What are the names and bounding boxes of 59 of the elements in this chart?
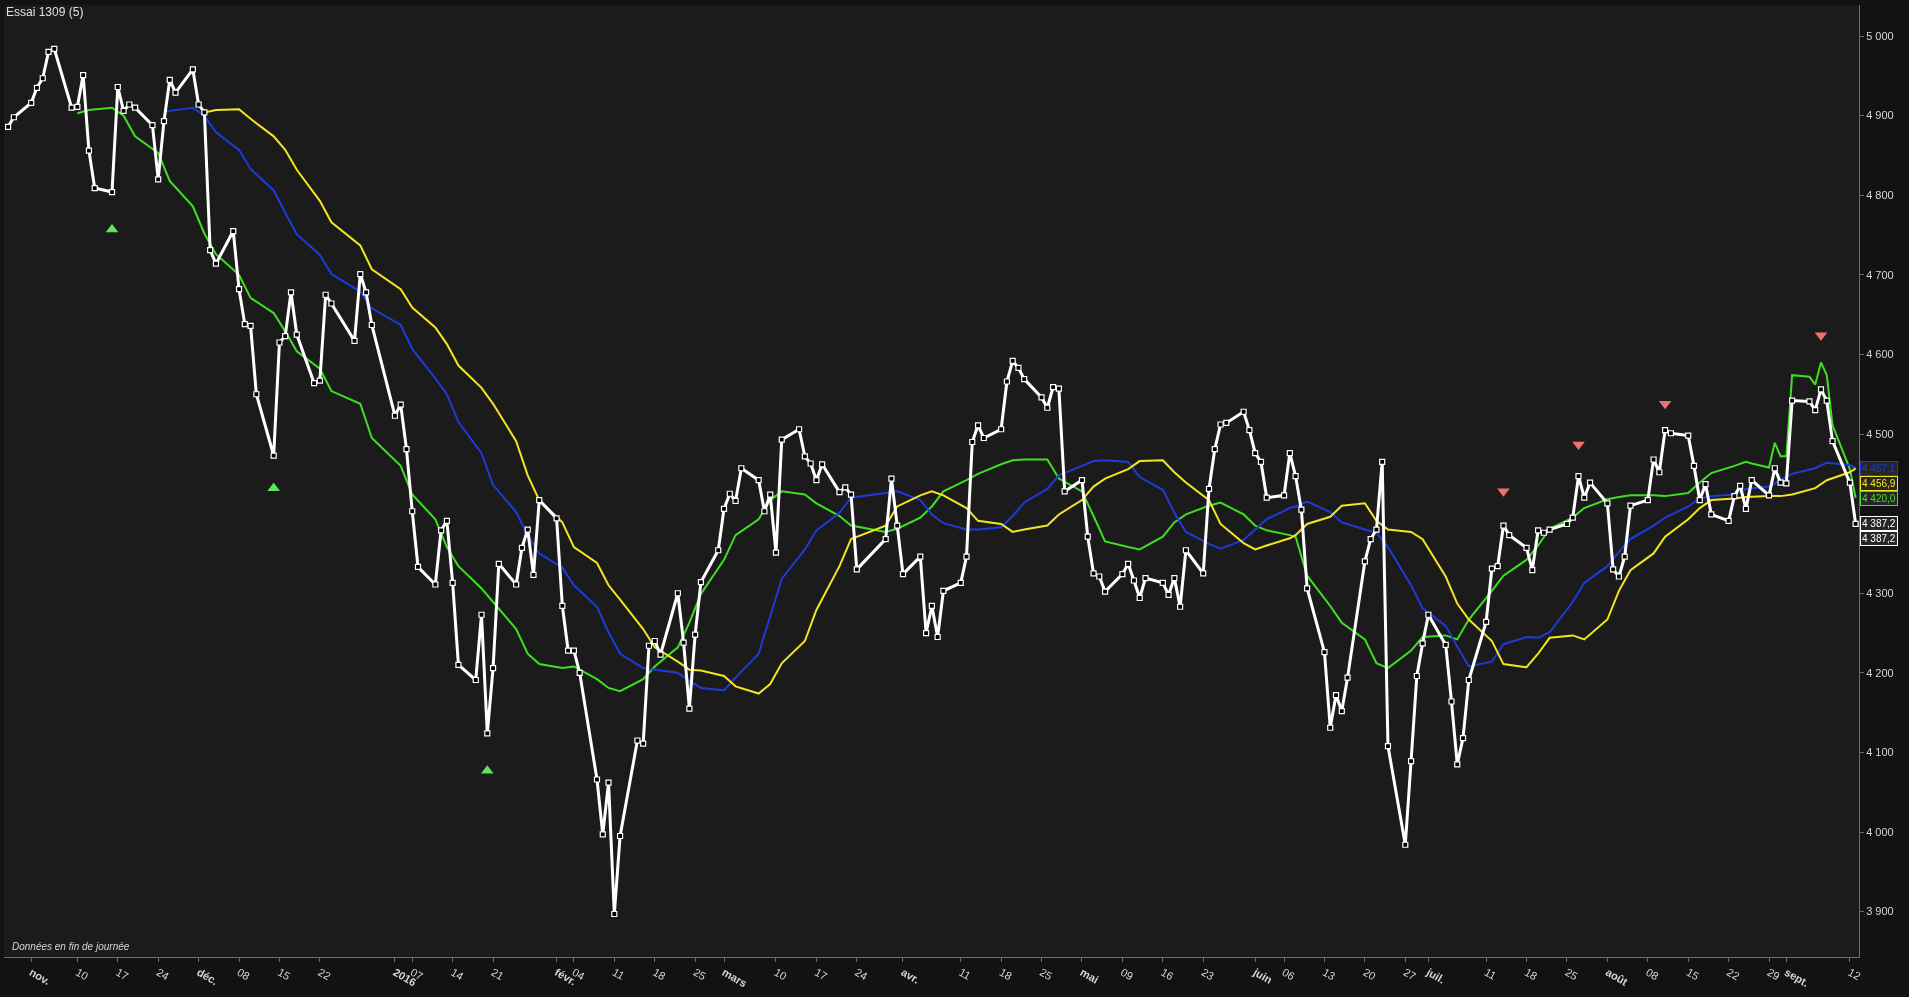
y-tick-label: 5 000: [1866, 29, 1894, 42]
x-tick-label: 22: [1724, 965, 1742, 983]
x-tick-label: 15: [275, 965, 293, 983]
x-tick-label: 10: [772, 965, 789, 983]
x-tick-label: 25: [691, 965, 708, 983]
y-tick-label: 4 900: [1866, 109, 1894, 122]
y-tick-label: 4 000: [1866, 825, 1894, 838]
x-tick-label: 13: [1320, 965, 1338, 983]
y-tick-label: 4 100: [1866, 746, 1894, 759]
x-tick-label: 24: [853, 965, 870, 983]
y-tick-label: 4 500: [1866, 427, 1894, 440]
x-tick-label: 25: [1563, 965, 1580, 983]
x-tick-label: 24: [154, 965, 172, 983]
x-tick-label: sept.: [1782, 965, 1811, 990]
x-tick-label: 09: [1118, 965, 1136, 983]
x-tick-label: juil.: [1423, 965, 1448, 986]
x-tick-label: 21: [489, 965, 506, 983]
chart-title: Essai 1309 (5): [6, 5, 84, 20]
x-tick-label: avr.: [899, 965, 922, 986]
y-tick-label: 4 300: [1866, 587, 1894, 600]
annotation: 4 456,9: [1862, 478, 1896, 489]
y-tick-label: 3 900: [1866, 905, 1894, 918]
annotation: 4 420,0: [1862, 493, 1896, 504]
annotation: 4 387,2: [1862, 518, 1896, 529]
x-tick-label: 20: [1361, 965, 1378, 983]
x-tick-label: 08: [1644, 965, 1661, 983]
x-tick-label: 12: [1846, 965, 1863, 983]
y-tick-label: 4 200: [1866, 666, 1894, 679]
y-tick-label: 4 600: [1866, 348, 1894, 361]
x-tick-label: 11: [610, 965, 627, 982]
x-tick-label: 25: [1037, 965, 1055, 983]
y-tick-label: 4 700: [1866, 268, 1894, 281]
x-tick-label: août: [1603, 965, 1631, 988]
annotation: 4 387,2: [1862, 533, 1896, 544]
annotation: 4 457,1: [1862, 463, 1896, 474]
x-tick-label: 15: [1684, 965, 1702, 983]
x-tick-label: 17: [114, 965, 131, 983]
x-tick-label: nov.: [27, 965, 53, 988]
x-tick-label: 29: [1765, 965, 1782, 983]
x-tick-label: 14: [448, 965, 466, 983]
x-tick-label: 11: [956, 965, 973, 982]
x-tick-label: 18: [650, 965, 668, 983]
x-tick-label: juin: [1250, 965, 1275, 987]
y-tick-label: 4 800: [1866, 189, 1894, 202]
x-tick-label: 08: [235, 965, 252, 983]
x-tick-label: 18: [997, 965, 1014, 983]
x-tick-label: 23: [1199, 965, 1217, 983]
x-tick-label: 10: [73, 965, 91, 983]
annotation: Données en fin de journée: [12, 941, 130, 952]
x-tick-label: 27: [1401, 965, 1419, 983]
x-tick-label: 11: [1482, 965, 1499, 982]
x-tick-label: 22: [316, 965, 333, 983]
x-tick-label: mai: [1078, 965, 1101, 986]
x-tick-label: 17: [812, 965, 830, 983]
x-tick-label: 16: [1159, 965, 1176, 983]
x-tick-label: déc.: [194, 965, 220, 988]
x-tick-label: 06: [1280, 965, 1297, 983]
x-tick-label: mars: [720, 965, 750, 990]
x-tick-label: 18: [1522, 965, 1540, 983]
